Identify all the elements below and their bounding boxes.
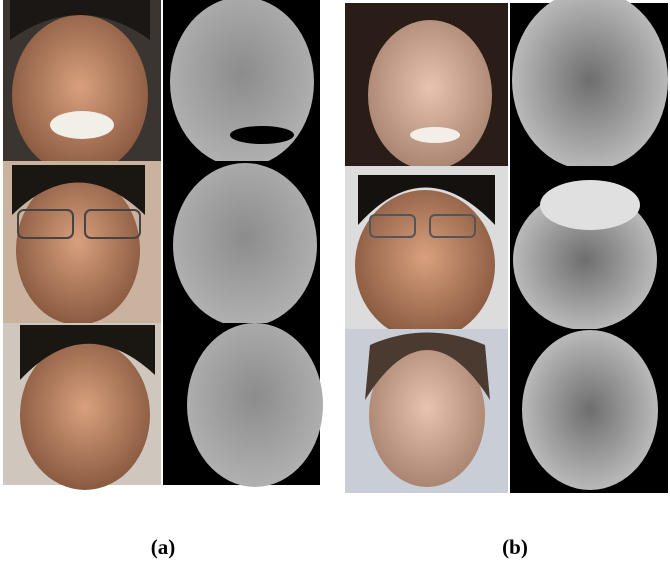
hair (365, 332, 490, 400)
panel-label: (a) (151, 535, 176, 559)
depth-face (512, 0, 668, 170)
glasses (84, 209, 141, 239)
depth-hair (540, 180, 640, 230)
depth-face (173, 163, 317, 327)
depth-hole (230, 126, 294, 144)
panel-b-images (345, 0, 668, 493)
face (12, 15, 148, 175)
hair (358, 175, 495, 225)
glasses (17, 209, 74, 239)
face (368, 20, 492, 170)
depth-face (513, 190, 657, 330)
glasses (369, 214, 416, 238)
panel-a-images (3, 0, 323, 490)
face (20, 340, 150, 490)
panel-label: (b) (502, 535, 528, 559)
face (16, 175, 140, 325)
face (369, 343, 485, 487)
mouth (410, 127, 460, 143)
depth-face (170, 0, 314, 167)
depth-face (187, 323, 323, 487)
hair (20, 325, 155, 380)
mouth (50, 111, 114, 139)
glasses (429, 214, 476, 238)
hair (10, 0, 150, 40)
hair (12, 165, 145, 215)
face (355, 190, 495, 340)
depth-face (522, 330, 658, 490)
